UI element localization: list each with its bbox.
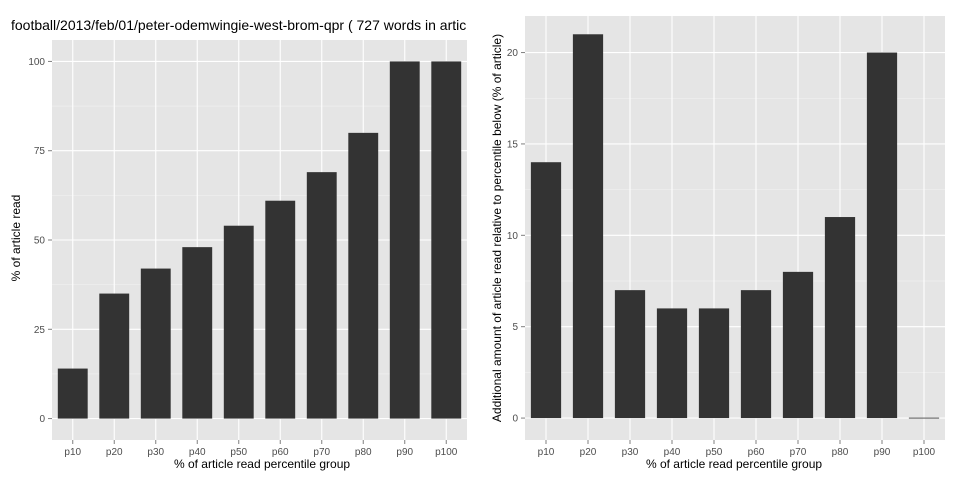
left-y-tick-label: 25 xyxy=(34,325,46,336)
left-y-tick-label: 0 xyxy=(39,414,45,425)
left-x-tick-label: p30 xyxy=(147,447,164,458)
right-y-tick-label: 20 xyxy=(507,48,519,59)
left-y-tick-label: 50 xyxy=(34,236,46,247)
right-y-tick-label: 0 xyxy=(512,414,518,425)
right-x-tick-label: p90 xyxy=(874,447,891,458)
right-bar-p80 xyxy=(824,217,856,419)
right-bar-p30 xyxy=(614,290,646,419)
left-x-tick-label: p50 xyxy=(230,447,247,458)
left-bar-p10 xyxy=(57,368,88,419)
right-y-tick-label: 10 xyxy=(507,231,519,242)
left-bar-p40 xyxy=(182,247,213,419)
right-x-tick-label: p60 xyxy=(748,447,765,458)
left-x-tick-label: p100 xyxy=(435,447,458,458)
right-x-tick-label: p40 xyxy=(664,447,681,458)
left-chart-title: football/2013/feb/01/peter-odemwingie-we… xyxy=(11,17,466,33)
right-bar-p20 xyxy=(572,34,604,419)
right-bar-p50 xyxy=(698,308,730,419)
right-bar-p100 xyxy=(908,417,940,419)
right-x-axis-title: % of article read percentile group xyxy=(646,457,822,471)
left-bars xyxy=(57,61,462,419)
right-y-axis-title: Additional amount of article read relati… xyxy=(490,34,504,422)
left-bar-p90 xyxy=(389,61,420,419)
left-bar-p80 xyxy=(348,132,379,419)
left-bar-p20 xyxy=(99,293,130,419)
right-x-tick-label: p50 xyxy=(706,447,723,458)
left-x-tick-label: p40 xyxy=(189,447,206,458)
left-y-axis-title: % of article read xyxy=(9,195,23,282)
right-y-tick-label: 15 xyxy=(507,139,519,150)
right-x-tick-label: p70 xyxy=(790,447,807,458)
left-bar-p100 xyxy=(431,61,462,419)
left-bar-p30 xyxy=(140,268,171,419)
right-y-tick-label: 5 xyxy=(512,322,518,333)
left-x-tick-label: p60 xyxy=(272,447,289,458)
right-x-tick-label: p20 xyxy=(580,447,597,458)
left-y-ticks: 0 25 50 75 100 xyxy=(28,57,52,425)
right-bars xyxy=(530,34,940,419)
left-x-tick-label: p80 xyxy=(355,447,372,458)
left-x-tick-label: p20 xyxy=(106,447,123,458)
right-bar-p70 xyxy=(782,271,814,419)
right-bar-p40 xyxy=(656,308,688,419)
right-chart: 0 5 10 15 20 p10 p20 p30 p40 p50 p60 p70 p80 p90 p100… xyxy=(490,16,945,471)
right-x-tick-label: p10 xyxy=(538,447,555,458)
left-bar-p50 xyxy=(223,225,254,419)
right-x-tick-label: p100 xyxy=(913,447,936,458)
left-x-axis-title: % of article read percentile group xyxy=(174,457,350,471)
right-x-ticks: p10 p20 p30 p40 p50 p60 p70 p80 p90 p100 xyxy=(538,440,936,458)
left-bar-p60 xyxy=(265,200,296,419)
left-y-tick-label: 75 xyxy=(34,146,46,157)
left-y-tick-label: 100 xyxy=(28,57,45,68)
right-bar-p10 xyxy=(530,162,562,419)
right-bar-p60 xyxy=(740,290,772,419)
left-x-ticks: p10 p20 p30 p40 p50 p60 p70 p80 p90 p100 xyxy=(64,440,458,458)
right-x-tick-label: p80 xyxy=(832,447,849,458)
left-x-tick-label: p90 xyxy=(396,447,413,458)
right-x-tick-label: p30 xyxy=(622,447,639,458)
left-bar-p70 xyxy=(306,172,337,419)
left-x-tick-label: p70 xyxy=(313,447,330,458)
right-bar-p90 xyxy=(866,52,898,419)
left-x-tick-label: p10 xyxy=(64,447,81,458)
right-y-ticks: 0 5 10 15 20 xyxy=(507,48,525,425)
